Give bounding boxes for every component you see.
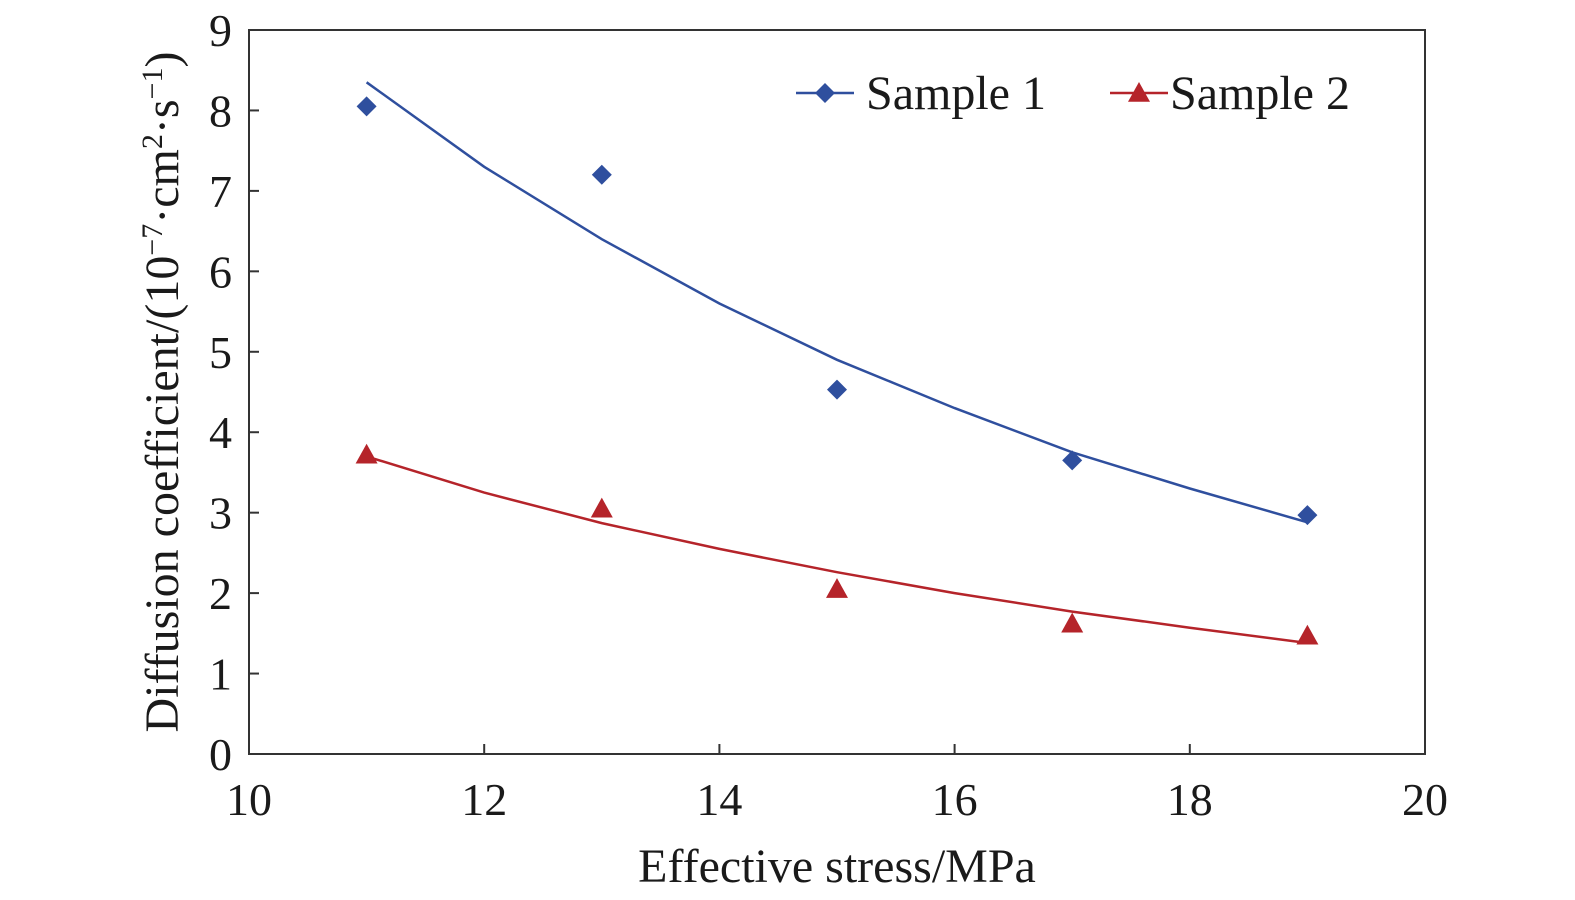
y-axis-title: Diffusion coefficient/(10−7·cm2·s−1) (136, 52, 190, 733)
series-layer (355, 81, 1319, 645)
y-axis-title-exp3: −1 (136, 68, 169, 100)
y-tick-label: 8 (209, 85, 232, 136)
series-sample-1 (356, 81, 1318, 526)
x-tick-label: 10 (226, 774, 272, 825)
data-point-sample-2 (1296, 624, 1319, 645)
data-point-sample-2 (826, 578, 848, 598)
legend-label-sample-2: Sample 2 (1170, 67, 1350, 120)
y-axis-title-suffix: ) (136, 52, 189, 68)
legend-marker-sample-1 (815, 83, 835, 103)
legend-label-sample-1: Sample 1 (866, 67, 1046, 120)
plot-area-frame (248, 29, 1426, 755)
trend-line-sample-1 (365, 81, 1308, 524)
y-axis-title-mid: ·cm (136, 149, 189, 224)
legend-marker-sample-2 (1128, 82, 1150, 102)
y-axis-title-exp2: 2 (136, 134, 169, 149)
y-axis-title-prefix: Diffusion coefficient/(10 (136, 256, 189, 733)
data-point-sample-1 (1297, 505, 1318, 526)
legend: Sample 1 Sample 2 (796, 67, 1350, 120)
data-point-sample-2 (1061, 612, 1084, 633)
data-point-sample-1 (591, 164, 612, 185)
data-point-sample-2 (590, 497, 613, 518)
data-point-sample-1 (827, 379, 847, 400)
x-axis: 10 12 14 16 18 20 (226, 744, 1448, 825)
series-sample-2 (355, 443, 1319, 645)
y-tick-label: 2 (209, 568, 232, 619)
y-axis-title-exp1: −7 (136, 224, 169, 256)
x-tick-label: 14 (696, 774, 742, 825)
y-tick-label: 1 (209, 649, 232, 700)
x-axis-title: Effective stress/MPa (638, 840, 1036, 893)
x-tick-label: 12 (461, 774, 507, 825)
data-point-sample-2 (355, 443, 378, 464)
y-axis: 0 1 2 3 4 5 6 7 8 9 (209, 5, 259, 780)
y-tick-label: 4 (209, 407, 232, 458)
x-tick-label: 18 (1167, 774, 1213, 825)
y-tick-label: 0 (209, 729, 232, 780)
y-tick-label: 5 (209, 327, 232, 378)
y-tick-label: 7 (209, 166, 232, 217)
data-point-sample-1 (356, 96, 377, 117)
x-tick-label: 20 (1402, 774, 1448, 825)
y-axis-title-mid2: ·s (136, 99, 189, 134)
data-point-sample-1 (1062, 450, 1083, 471)
trend-line-sample-2 (366, 455, 1308, 645)
y-tick-label: 3 (209, 488, 232, 539)
y-tick-label: 9 (209, 5, 232, 56)
x-tick-label: 16 (932, 774, 978, 825)
y-tick-label: 6 (209, 246, 232, 297)
